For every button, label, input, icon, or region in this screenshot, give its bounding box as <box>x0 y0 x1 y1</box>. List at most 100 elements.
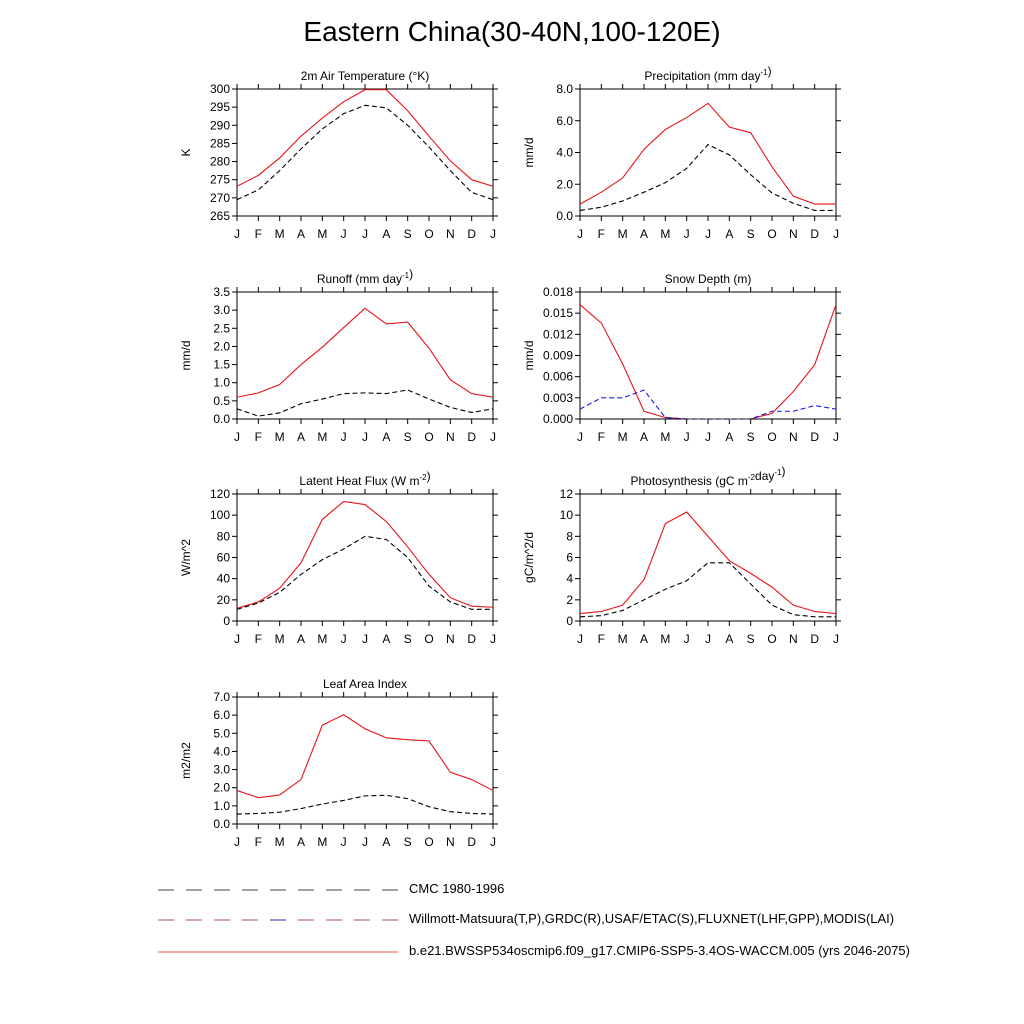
y-axis-label: gC/m^2/d <box>522 532 536 583</box>
x-tick-label: N <box>789 430 798 444</box>
x-tick-label: F <box>598 227 605 241</box>
plot-frame <box>236 696 494 825</box>
x-tick-label: A <box>640 227 648 241</box>
y-axis-label: mm/d <box>522 341 536 371</box>
x-tick-label: A <box>725 632 733 646</box>
x-tick-label: J <box>362 632 368 646</box>
chart-title: Leaf Area Index <box>323 677 407 691</box>
x-tick-label: M <box>660 227 670 241</box>
y-tick-label: 12 <box>560 487 574 501</box>
chart-panel-2: Runoff (mm day-1) 0.0 0.5 1.0 1.5 2.0 2.5 3.0 3.… <box>179 267 498 444</box>
x-tick-label: F <box>255 632 262 646</box>
x-tick-label: A <box>725 430 733 444</box>
x-tick-label: J <box>705 227 711 241</box>
y-tick-label: 2.5 <box>213 321 230 335</box>
x-tick-label: D <box>810 430 819 444</box>
x-tick-label: A <box>382 632 390 646</box>
series-line-obs <box>236 794 494 815</box>
x-tick-label: J <box>833 632 839 646</box>
chart-panel-1: Precipitation (mm day-1) 0.0 2.0 4.0 6.0 8.0 J… <box>522 64 841 241</box>
legend-label-model: b.e21.BWSSP534oscmip6.f09_g17.CMIP6-SSP5… <box>409 943 910 958</box>
x-tick-label: J <box>490 227 496 241</box>
x-tick-label: F <box>598 632 605 646</box>
x-tick-label: D <box>810 632 819 646</box>
y-tick-label: 4.0 <box>213 744 230 758</box>
y-tick-label: 4.0 <box>556 146 573 160</box>
legend-line-obs <box>158 919 398 921</box>
x-tick-label: S <box>404 430 412 444</box>
y-tick-label: 0.5 <box>213 394 230 408</box>
y-tick-label: 6.0 <box>213 708 230 722</box>
chart-panel-6: Leaf Area Index 0.0 1.0 2.0 3.0 4.0 5.0 6.0 7.0 J… <box>179 677 498 849</box>
legend-label-obs: Willmott-Matsuura(T,P),GRDC(R),USAF/ETAC… <box>409 911 895 926</box>
x-tick-label: N <box>446 430 455 444</box>
y-tick-label: 0.0 <box>213 412 230 426</box>
y-tick-label: 265 <box>210 209 230 223</box>
y-tick-label: 0.009 <box>543 349 573 363</box>
chart-panel-0: 2m Air Temperature (°K) 265 270 275 280 285 29… <box>179 69 498 241</box>
series-line-obs <box>579 562 836 618</box>
x-tick-label: M <box>275 835 285 849</box>
x-tick-label: D <box>467 227 476 241</box>
y-tick-label: 3.0 <box>213 763 230 777</box>
plot-frame <box>236 291 494 420</box>
x-tick-label: M <box>317 430 327 444</box>
series-line-obs <box>579 143 836 211</box>
x-tick-label: A <box>725 227 733 241</box>
y-axis-label: W/m^2 <box>179 539 193 576</box>
page-title: Eastern China(30-40N,100-120E) <box>303 16 721 47</box>
x-tick-label: J <box>705 632 711 646</box>
x-tick-label: J <box>490 835 496 849</box>
x-tick-label: J <box>341 430 347 444</box>
y-axis-label: m2/m2 <box>179 742 193 779</box>
x-tick-label: A <box>382 430 390 444</box>
chart-panel-4: Latent Heat Flux (W m-2) 0 20 40 60 80 100 120 J… <box>179 469 498 646</box>
y-tick-label: 3.0 <box>213 303 230 317</box>
x-tick-label: S <box>747 227 755 241</box>
y-tick-label: 275 <box>210 173 230 187</box>
x-tick-label: S <box>747 430 755 444</box>
chart-title: 2m Air Temperature (°K) <box>301 69 430 83</box>
x-tick-label: A <box>297 632 305 646</box>
x-tick-label: S <box>404 835 412 849</box>
y-tick-label: 290 <box>210 118 230 132</box>
y-tick-label: 80 <box>217 529 231 543</box>
x-tick-label: A <box>382 227 390 241</box>
x-tick-label: S <box>747 632 755 646</box>
x-tick-label: J <box>490 632 496 646</box>
y-tick-label: 0.006 <box>543 370 573 384</box>
x-tick-label: N <box>446 835 455 849</box>
legend-entry-model: b.e21.BWSSP534oscmip6.f09_g17.CMIP6-SSP5… <box>0 943 1024 967</box>
chart-title: Photosynthesis (gC m-2day-1) <box>631 464 786 488</box>
x-tick-label: J <box>341 835 347 849</box>
chart-title: Precipitation (mm day-1) <box>644 64 771 83</box>
y-tick-label: 295 <box>210 100 230 114</box>
x-tick-label: J <box>684 227 690 241</box>
x-tick-label: M <box>618 227 628 241</box>
x-tick-label: O <box>767 227 776 241</box>
y-tick-label: 5.0 <box>213 726 230 740</box>
x-tick-label: O <box>424 227 433 241</box>
y-axis-label: mm/d <box>522 138 536 168</box>
chart-title: Snow Depth (m) <box>665 272 752 286</box>
series-line-model <box>579 511 837 615</box>
x-tick-label: O <box>767 430 776 444</box>
y-tick-label: 0.003 <box>543 391 573 405</box>
x-tick-label: J <box>234 632 240 646</box>
x-tick-label: M <box>660 430 670 444</box>
x-tick-label: F <box>255 430 262 444</box>
x-tick-label: S <box>404 632 412 646</box>
x-tick-label: D <box>810 227 819 241</box>
x-tick-label: J <box>684 430 690 444</box>
chart-panel-3: Snow Depth (m) 0.000 0.003 0.006 0.009 0.012 0… <box>522 272 841 444</box>
x-tick-label: A <box>297 835 305 849</box>
series-line-model <box>236 714 494 799</box>
y-tick-label: 0.018 <box>543 285 573 299</box>
x-tick-label: O <box>424 835 433 849</box>
y-tick-label: 0.012 <box>543 327 573 341</box>
series-line-model <box>236 307 494 398</box>
series-line-obs <box>579 389 837 420</box>
y-tick-label: 3.5 <box>213 285 230 299</box>
